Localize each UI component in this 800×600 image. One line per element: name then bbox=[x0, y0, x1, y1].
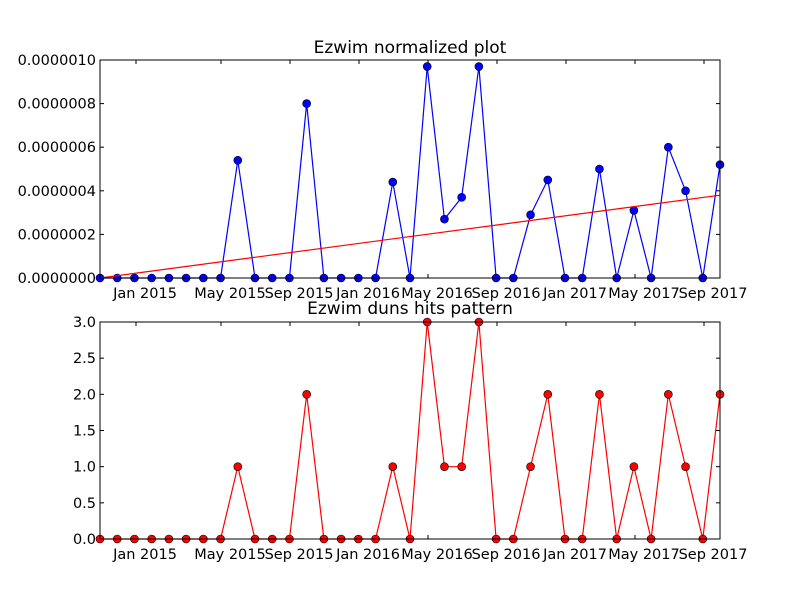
x-tick-label: May 2017 bbox=[608, 547, 680, 563]
data-point bbox=[681, 462, 690, 471]
plot-frame bbox=[99, 321, 721, 540]
data-point bbox=[595, 390, 604, 399]
data-point bbox=[388, 462, 398, 471]
x-tick-label: Sep 2016 bbox=[472, 547, 541, 563]
x-tick-label: Jan 2016 bbox=[335, 547, 400, 563]
chart-title: Ezwim normalized plot bbox=[314, 38, 507, 58]
y-tick-label: 0.5 bbox=[73, 496, 96, 512]
x-tick-label: Sep 2017 bbox=[679, 286, 748, 302]
y-tick-label: 1.0 bbox=[73, 460, 96, 476]
x-tick-label: May 2016 bbox=[401, 286, 473, 302]
tick-layer: 0.0000000 0.0000002 0.0000004 0.0000006 0.00… bbox=[18, 53, 748, 302]
data-point bbox=[457, 193, 466, 202]
data-point bbox=[440, 462, 449, 471]
data-point bbox=[302, 99, 311, 108]
data-point bbox=[388, 177, 398, 187]
y-tick-label: 2.0 bbox=[73, 387, 96, 403]
data-point bbox=[302, 390, 311, 399]
y-tick-label: 0.0 bbox=[73, 532, 96, 548]
chart-normalized: Ezwim normalized plot 0.0000000 0.0000002… bbox=[18, 38, 748, 302]
x-tick-label: May 2015 bbox=[194, 286, 266, 302]
x-tick-label: May 2017 bbox=[608, 286, 680, 302]
x-tick-label: Sep 2017 bbox=[679, 547, 748, 563]
x-tick-label: Jan 2017 bbox=[542, 286, 607, 302]
data-point bbox=[422, 62, 432, 71]
data-point bbox=[526, 462, 535, 471]
data-point bbox=[233, 155, 243, 165]
data-point bbox=[681, 186, 690, 196]
data-point bbox=[595, 164, 604, 174]
y-tick-label: 0.0000000 bbox=[18, 271, 96, 287]
x-tick-label: May 2015 bbox=[194, 547, 266, 563]
x-tick-label: Sep 2016 bbox=[472, 286, 541, 302]
y-tick-label: 3.0 bbox=[73, 315, 96, 331]
data-point bbox=[526, 210, 535, 220]
y-tick-label: 0.0000006 bbox=[18, 140, 96, 156]
data-point bbox=[474, 62, 484, 71]
x-tick-label: Sep 2015 bbox=[265, 547, 334, 563]
data-point bbox=[629, 462, 639, 471]
y-tick-label: 0.0000008 bbox=[18, 97, 96, 113]
chart-hits: Ezwim duns hits pattern 0.0 0.5 1.0 1.5 2.0 2… bbox=[73, 299, 747, 563]
x-tick-label: Jan 2017 bbox=[542, 547, 607, 563]
y-tick-label: 0.0000004 bbox=[18, 184, 96, 200]
data-point bbox=[440, 214, 449, 224]
x-tick-label: Sep 2015 bbox=[265, 286, 334, 302]
y-tick-label: 1.5 bbox=[73, 424, 96, 440]
y-tick-label: 0.0000002 bbox=[18, 227, 96, 243]
plot-frame bbox=[99, 59, 721, 279]
chart-title: Ezwim duns hits pattern bbox=[307, 299, 513, 319]
data-point bbox=[543, 175, 553, 185]
data-point bbox=[543, 390, 553, 399]
y-tick-label: 0.0000010 bbox=[18, 53, 96, 69]
x-tick-label: Jan 2016 bbox=[335, 286, 400, 302]
x-tick-label: Jan 2015 bbox=[112, 286, 177, 302]
data-point bbox=[664, 390, 673, 399]
data-point bbox=[457, 462, 466, 471]
trend-line bbox=[99, 194, 721, 279]
y-tick-label: 2.5 bbox=[73, 351, 96, 367]
data-point bbox=[233, 462, 243, 471]
x-tick-label: Jan 2015 bbox=[112, 547, 177, 563]
x-tick-label: May 2016 bbox=[401, 547, 473, 563]
data-point bbox=[664, 142, 673, 152]
